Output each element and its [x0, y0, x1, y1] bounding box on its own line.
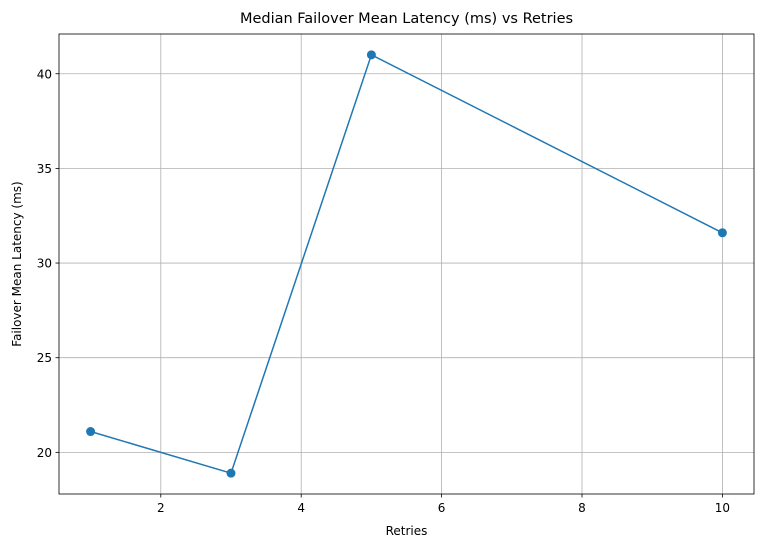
x-tick-label: 10	[715, 501, 730, 515]
x-axis-label: Retries	[386, 524, 428, 538]
y-tick-label: 35	[37, 162, 52, 176]
data-point	[717, 228, 727, 238]
data-point	[226, 468, 236, 478]
x-tick-label: 6	[438, 501, 446, 515]
data-point	[86, 427, 96, 437]
y-tick-label: 20	[37, 446, 52, 460]
series-layer	[86, 50, 727, 478]
series-line	[90, 54, 723, 474]
x-tick-label: 4	[297, 501, 305, 515]
x-tick-label: 2	[157, 501, 165, 515]
data-point	[366, 50, 376, 60]
ticks: 2 4 6 8 10 20 25 30 35 40	[37, 67, 730, 515]
y-axis-label: Failover Mean Latency (ms)	[10, 181, 24, 346]
x-tick-label: 8	[578, 501, 586, 515]
y-tick-label: 30	[37, 257, 52, 271]
plot-frame	[58, 33, 755, 495]
y-tick-label: 25	[37, 351, 52, 365]
y-tick-label: 40	[37, 67, 52, 81]
grid	[59, 34, 754, 494]
chart-title: Median Failover Mean Latency (ms) vs Ret…	[240, 11, 573, 27]
